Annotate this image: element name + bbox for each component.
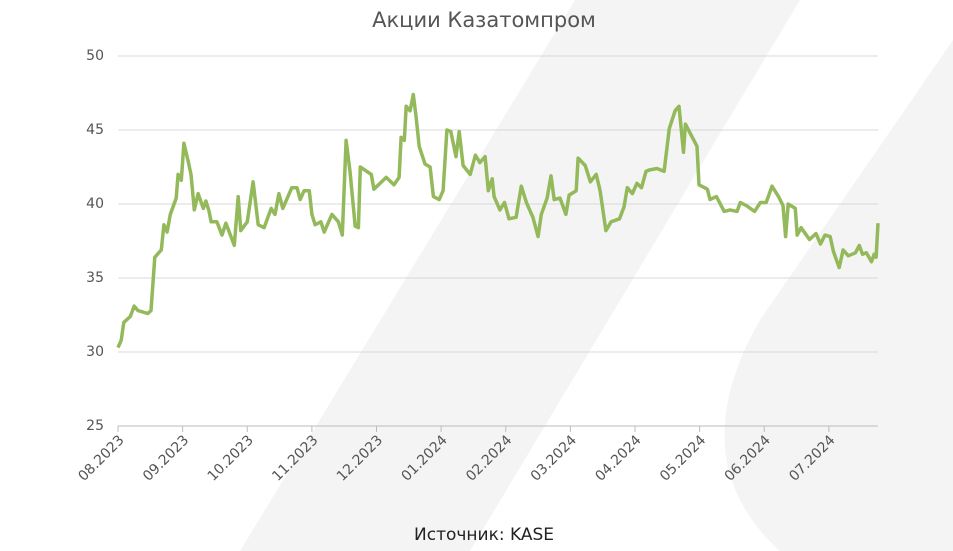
background-decor <box>724 40 953 551</box>
source-note: Источник: KASE <box>414 525 554 545</box>
y-tick-label: 35 <box>86 270 104 286</box>
x-tick-label: 10.2023 <box>205 432 257 484</box>
y-tick-label: 45 <box>86 122 104 138</box>
background-decor <box>240 0 800 551</box>
y-tick-label: 50 <box>86 48 104 64</box>
x-tick-label: 09.2023 <box>140 432 192 484</box>
line-series <box>116 92 880 349</box>
x-tick-label: 05.2024 <box>657 432 709 484</box>
chart-title: Акции Казатомпром <box>372 8 596 32</box>
x-tick-label: 04.2024 <box>592 432 644 484</box>
y-tick-label: 30 <box>86 344 104 360</box>
y-tick-label: 25 <box>86 418 104 434</box>
x-tick-label: 08.2023 <box>75 432 127 484</box>
y-tick-label: 40 <box>86 196 104 212</box>
